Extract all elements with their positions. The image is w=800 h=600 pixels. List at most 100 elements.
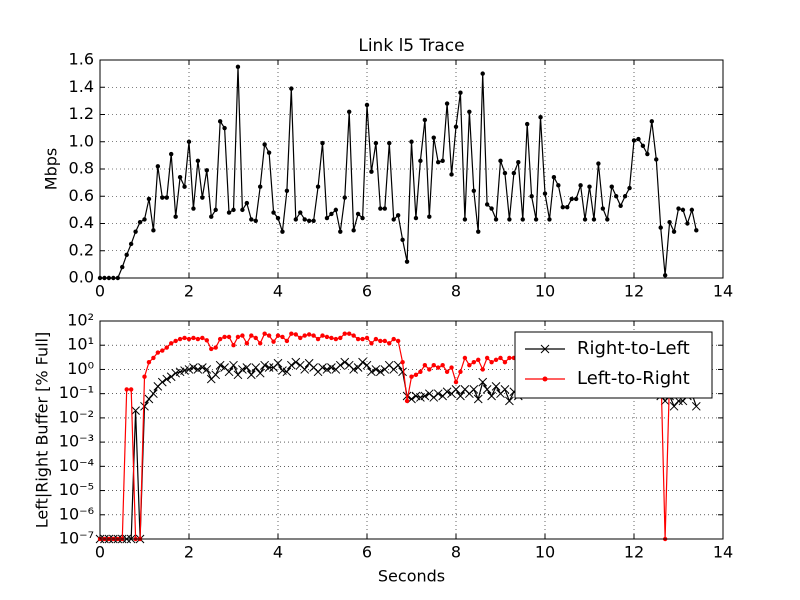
marker bbox=[671, 229, 677, 234]
marker bbox=[151, 228, 156, 233]
marker bbox=[511, 170, 517, 176]
marker bbox=[302, 333, 307, 338]
marker bbox=[204, 168, 209, 173]
marker bbox=[306, 218, 312, 223]
marker bbox=[476, 229, 481, 234]
marker bbox=[338, 229, 343, 234]
x-axis-label: Seconds bbox=[378, 567, 445, 586]
marker bbox=[420, 391, 430, 401]
y-tick-label: 10⁻⁶ bbox=[59, 504, 94, 523]
marker bbox=[498, 355, 503, 361]
marker bbox=[284, 188, 290, 193]
marker bbox=[471, 359, 476, 365]
x-tick-label: 10 bbox=[535, 543, 555, 562]
marker bbox=[149, 389, 158, 399]
marker bbox=[266, 333, 272, 338]
marker bbox=[251, 363, 261, 372]
marker bbox=[375, 367, 385, 377]
marker bbox=[691, 401, 701, 411]
marker bbox=[669, 401, 679, 411]
marker bbox=[467, 109, 472, 114]
marker bbox=[436, 159, 441, 165]
marker bbox=[442, 387, 452, 397]
marker bbox=[191, 206, 196, 211]
marker bbox=[146, 359, 152, 365]
y-tick-label: 0.2 bbox=[69, 240, 94, 259]
marker bbox=[476, 357, 481, 363]
marker bbox=[262, 331, 267, 336]
x-tick-label: 0 bbox=[95, 282, 105, 301]
marker bbox=[240, 333, 245, 338]
marker bbox=[360, 215, 365, 221]
marker bbox=[289, 331, 294, 336]
marker bbox=[280, 229, 285, 234]
marker bbox=[456, 391, 465, 401]
marker bbox=[378, 338, 383, 344]
marker bbox=[222, 125, 227, 131]
marker bbox=[124, 387, 129, 392]
series-line bbox=[100, 66, 697, 279]
marker bbox=[662, 273, 668, 278]
marker bbox=[258, 184, 263, 189]
marker bbox=[200, 335, 205, 341]
marker bbox=[155, 350, 161, 355]
marker bbox=[320, 333, 325, 338]
marker bbox=[680, 207, 686, 213]
marker bbox=[306, 332, 312, 337]
marker bbox=[233, 370, 243, 380]
marker bbox=[142, 217, 147, 222]
marker bbox=[640, 143, 646, 149]
marker bbox=[229, 360, 238, 370]
marker bbox=[520, 217, 525, 222]
marker bbox=[244, 200, 250, 206]
marker bbox=[373, 140, 379, 146]
marker bbox=[627, 185, 632, 191]
marker bbox=[578, 183, 583, 188]
marker bbox=[240, 207, 245, 213]
marker bbox=[453, 379, 459, 385]
marker bbox=[333, 207, 339, 213]
marker bbox=[409, 374, 414, 379]
marker bbox=[667, 219, 672, 225]
marker bbox=[224, 367, 234, 377]
x-tick-label: 14 bbox=[713, 543, 733, 562]
marker bbox=[469, 385, 479, 394]
marker bbox=[480, 367, 485, 372]
marker bbox=[451, 385, 461, 394]
marker bbox=[302, 217, 307, 222]
x-tick-label: 4 bbox=[273, 543, 283, 562]
marker bbox=[255, 368, 265, 378]
marker bbox=[418, 369, 423, 374]
marker bbox=[266, 150, 272, 155]
marker bbox=[293, 217, 298, 222]
marker bbox=[473, 394, 483, 404]
marker bbox=[440, 158, 445, 164]
marker bbox=[355, 336, 361, 342]
marker bbox=[217, 119, 223, 124]
x-tick-label: 12 bbox=[624, 543, 644, 562]
marker bbox=[507, 217, 512, 222]
marker bbox=[453, 124, 459, 129]
marker bbox=[458, 369, 463, 374]
marker bbox=[556, 183, 561, 188]
marker bbox=[226, 334, 232, 340]
marker bbox=[478, 377, 488, 387]
marker bbox=[146, 196, 152, 202]
marker bbox=[436, 365, 441, 370]
marker bbox=[591, 217, 597, 222]
marker bbox=[329, 335, 334, 341]
marker bbox=[128, 241, 134, 247]
marker bbox=[253, 335, 258, 341]
y-tick-label: 1.2 bbox=[69, 104, 94, 123]
marker bbox=[482, 385, 492, 394]
marker bbox=[351, 333, 356, 338]
marker bbox=[164, 345, 169, 350]
marker bbox=[645, 151, 650, 157]
marker bbox=[487, 391, 496, 401]
marker bbox=[498, 158, 503, 164]
x-tick-label: 4 bbox=[273, 282, 283, 301]
marker bbox=[166, 372, 176, 382]
marker bbox=[347, 109, 352, 114]
x-tick-label: 14 bbox=[713, 282, 733, 301]
marker bbox=[151, 355, 156, 361]
